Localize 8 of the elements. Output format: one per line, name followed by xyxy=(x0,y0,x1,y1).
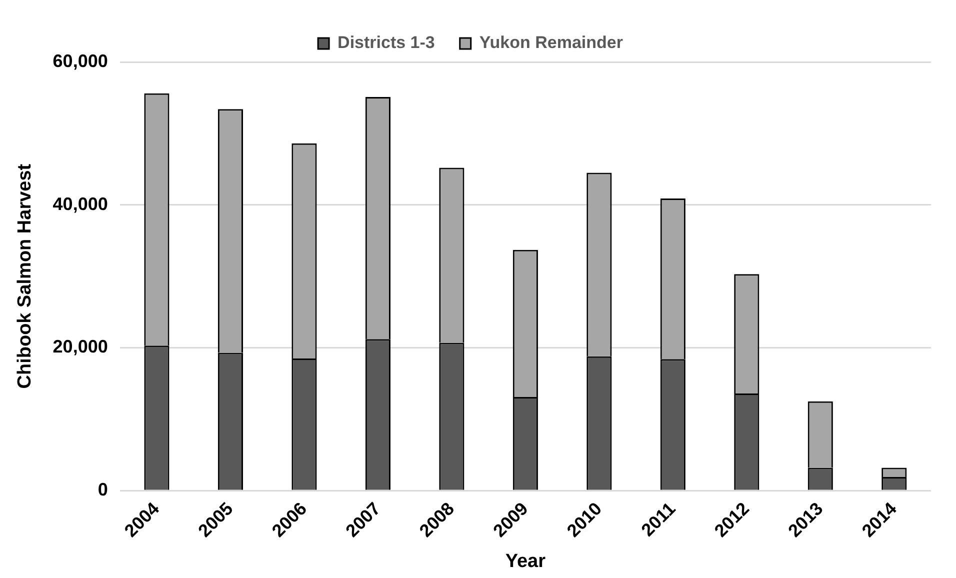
y-tick-label: 0 xyxy=(98,480,108,500)
legend-label: Districts 1-3 xyxy=(338,33,435,52)
x-axis-title: Year xyxy=(505,550,546,572)
legend-label: Yukon Remainder xyxy=(479,33,624,52)
y-axis-title: Chibook Salmon Harvest xyxy=(14,163,36,389)
y-tick-label: 20,000 xyxy=(52,336,108,357)
y-tick-label: 40,000 xyxy=(52,194,108,214)
y-tick-label: 60,000 xyxy=(52,50,108,71)
